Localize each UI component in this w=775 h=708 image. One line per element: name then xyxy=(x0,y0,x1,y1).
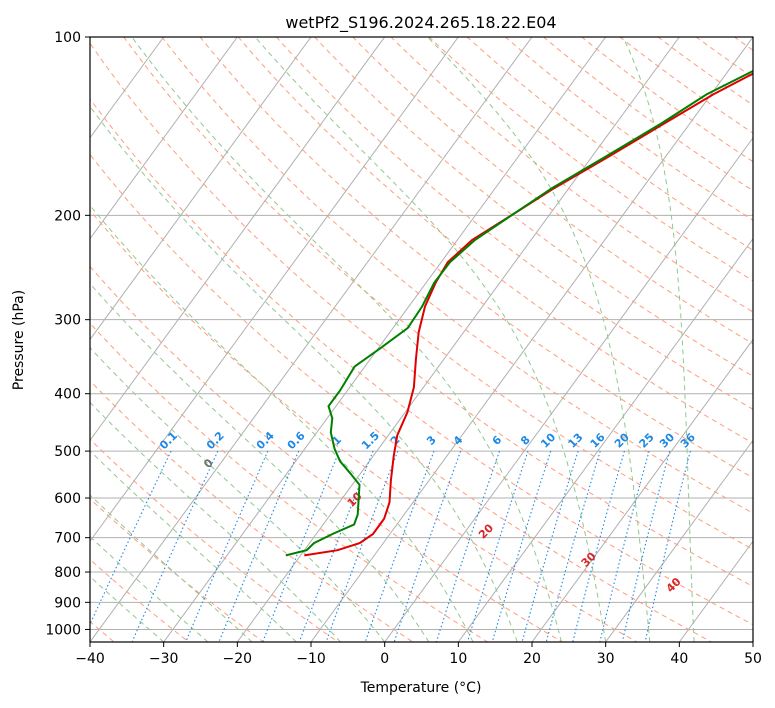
mixing-ratio-line xyxy=(545,450,601,642)
isotherm-line xyxy=(531,338,753,642)
moist-adiabat-line xyxy=(90,494,253,642)
dry-adiabat-line xyxy=(90,380,414,642)
background-lines xyxy=(90,37,753,642)
x-tick-label: 10 xyxy=(449,651,467,667)
dry-adiabat-line xyxy=(352,37,753,345)
plot-frame xyxy=(89,36,754,643)
mixing-ratio-line xyxy=(393,450,462,642)
dry-adiabat-line xyxy=(90,153,713,642)
y-tick-label: 500 xyxy=(54,444,81,460)
mixing-ratio-line xyxy=(364,450,435,642)
mixing-ratio-line xyxy=(599,450,650,642)
mixing-ratio-line xyxy=(218,450,300,642)
x-tick-label: 30 xyxy=(597,651,615,667)
isotherm-line xyxy=(90,37,312,341)
moist-adiabat-line xyxy=(622,37,695,642)
isotherm-line xyxy=(457,237,753,642)
isotherm-line xyxy=(90,37,238,240)
moist-adiabat-line xyxy=(427,37,651,642)
x-tick-label: 0 xyxy=(380,651,389,667)
y-tick-label: 900 xyxy=(54,595,81,611)
moist-adiabat-line xyxy=(90,282,430,642)
y-tick-label: 800 xyxy=(54,565,81,581)
dry-adiabat-line xyxy=(90,209,638,642)
moist-adiabat-line xyxy=(90,401,341,642)
moist-adiabat-line xyxy=(90,347,386,642)
y-tick-label: 300 xyxy=(54,313,81,329)
mixing-ratio-line xyxy=(521,450,579,642)
isotherm-line xyxy=(384,136,753,642)
moist-adiabat-line xyxy=(90,204,474,642)
dry-adiabat-line xyxy=(90,438,339,642)
x-tick-label: 20 xyxy=(523,651,541,667)
dry-adiabat-line xyxy=(90,98,753,626)
isotherm-line xyxy=(605,439,753,642)
dry-adiabat-line xyxy=(314,37,753,377)
dry-adiabat-line xyxy=(428,37,753,282)
dry-adiabat-line xyxy=(123,37,753,550)
dry-adiabat-line xyxy=(199,37,753,479)
profile-lines xyxy=(285,69,753,557)
mixing-ratio-line xyxy=(466,450,529,642)
dry-adiabat-line xyxy=(542,37,753,192)
x-tick-label: −10 xyxy=(296,651,326,667)
y-tick-label: 1000 xyxy=(45,622,81,638)
y-tick-label: 200 xyxy=(54,208,81,224)
isotherm-line xyxy=(90,37,386,442)
moist-adiabat-line xyxy=(90,575,165,642)
mixing-ratio-line xyxy=(131,450,219,642)
dry-adiabat-line xyxy=(237,37,753,444)
x-tick-label: −20 xyxy=(223,651,253,667)
dry-adiabat-line xyxy=(90,265,564,642)
temperature-profile-line xyxy=(304,72,753,557)
mixing-ratio-line xyxy=(621,450,671,642)
dewpoint-profile-line xyxy=(285,69,753,557)
x-tick-label: −30 xyxy=(149,651,179,667)
y-tick-label: 100 xyxy=(54,30,81,46)
y-tick-label: 700 xyxy=(54,531,81,547)
y-tick-label: 600 xyxy=(54,491,81,507)
x-tick-label: −40 xyxy=(75,651,105,667)
mixing-ratio-line xyxy=(435,450,501,642)
isotherm-line xyxy=(236,37,680,642)
mixing-ratio-line xyxy=(572,450,625,642)
isotherm-line xyxy=(90,37,533,642)
dry-adiabat-line xyxy=(90,497,265,642)
dry-adiabat-line xyxy=(90,42,753,588)
mixing-ratio-line xyxy=(644,450,691,642)
x-axis-label: Temperature (°C) xyxy=(360,680,482,696)
y-axis-label: Pressure (hPa) xyxy=(11,290,27,390)
moist-adiabat-line xyxy=(131,37,562,642)
moist-adiabat-line xyxy=(90,105,518,642)
chart-title: wetPf2_S196.2024.265.18.22.E04 xyxy=(285,13,556,33)
mixing-ratio-line xyxy=(491,450,552,642)
mixing-ratio-line xyxy=(185,450,269,642)
y-tick-label: 400 xyxy=(54,387,81,403)
x-tick-label: 50 xyxy=(744,651,762,667)
dry-adiabat-line xyxy=(504,37,753,221)
x-tick-label: 40 xyxy=(670,651,688,667)
moist-adiabat-line xyxy=(90,535,209,642)
moist-adiabat-line xyxy=(90,450,297,642)
